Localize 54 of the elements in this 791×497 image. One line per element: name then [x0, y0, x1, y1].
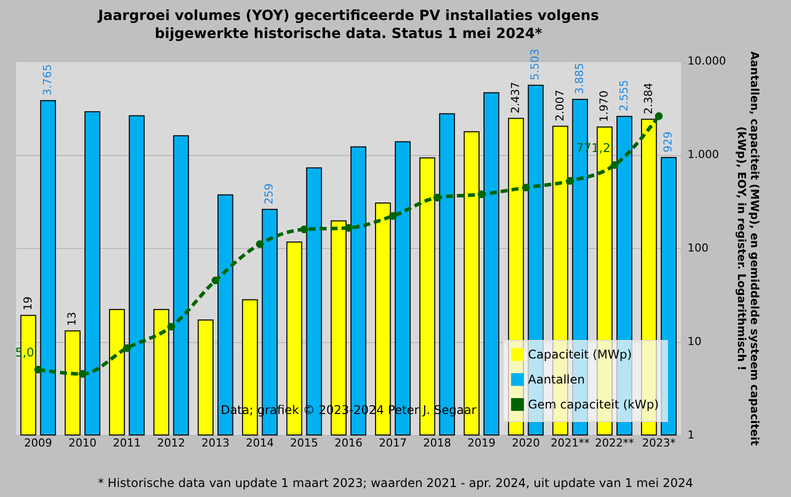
x-tick-label: 2019: [468, 436, 496, 450]
x-tick-label: 2021**: [550, 436, 590, 450]
point: [256, 240, 264, 248]
y-tick-label: 10: [688, 335, 702, 348]
data-label: 1.970: [598, 90, 611, 122]
data-label: 771,2: [576, 141, 610, 156]
data-label: 13: [66, 312, 79, 326]
point: [433, 194, 442, 202]
y-axis-title: Aantallen, capaciteit (MWp), en gemiddelde systeem capaciteit (kWp), EOY, in register. Logarithmisch !: [734, 51, 761, 446]
data-label: 929: [662, 131, 675, 152]
y-tick-label: 1: [688, 428, 694, 442]
point: [34, 366, 42, 374]
x-tick-label: 2020: [512, 436, 540, 450]
point: [344, 224, 352, 232]
x-tick-label: 2009: [24, 436, 52, 450]
x-tick-label: 2023*: [642, 436, 676, 450]
point: [478, 190, 486, 198]
legend-label: Capaciteit (MWp): [528, 348, 632, 362]
x-tick-label: 2018: [423, 436, 452, 450]
data-label: 2.384: [642, 82, 655, 114]
point: [388, 212, 397, 220]
data-label: 3.885: [573, 62, 586, 94]
x-tick-label: 2022**: [595, 436, 634, 450]
text: * Historische data van update 1 maart 2023; waarden 2021 - apr. 2024, uit update van 1 mei 2024: [96, 476, 694, 490]
legend-label: Aantallen: [528, 372, 585, 386]
y-tick-label: 10.000: [688, 54, 726, 68]
x-tick-label: 2010: [68, 436, 96, 450]
point: [522, 184, 530, 192]
point: [654, 112, 663, 120]
chart-title: Jaargroei volumes (YOY) gecertificeerde PV installaties volgens bijgewerkte historische data. Status 1 mei 2024*: [97, 8, 599, 42]
x-tick-label: 2017: [378, 436, 407, 450]
x-tick-label: 2015: [290, 436, 318, 450]
y-tick-label: 100: [688, 242, 708, 254]
x-tick-label: 2013: [202, 436, 230, 450]
x-tick-label: 2016: [334, 436, 362, 450]
point: [212, 276, 220, 284]
point: [122, 344, 131, 352]
data-label: 19: [21, 296, 34, 310]
x-tick-label: 2011: [112, 436, 141, 450]
point: [78, 370, 86, 378]
point: [167, 322, 176, 331]
x-tick-label: 2012: [157, 436, 186, 450]
y-tick-label: 1.000: [688, 148, 719, 161]
point: [610, 161, 618, 169]
data-label: 259: [262, 183, 276, 204]
x-tick-label: 2014: [246, 436, 274, 450]
point: [300, 226, 308, 234]
data-label: 2.007: [553, 90, 566, 122]
point: [566, 177, 574, 185]
data-label: 3.765: [41, 64, 54, 96]
data-label: 2.437: [508, 82, 522, 114]
legend-label: Gem capaciteit (kWp): [528, 398, 659, 412]
data-label: 2.555: [617, 80, 630, 112]
data-label: 5.503: [528, 48, 542, 80]
